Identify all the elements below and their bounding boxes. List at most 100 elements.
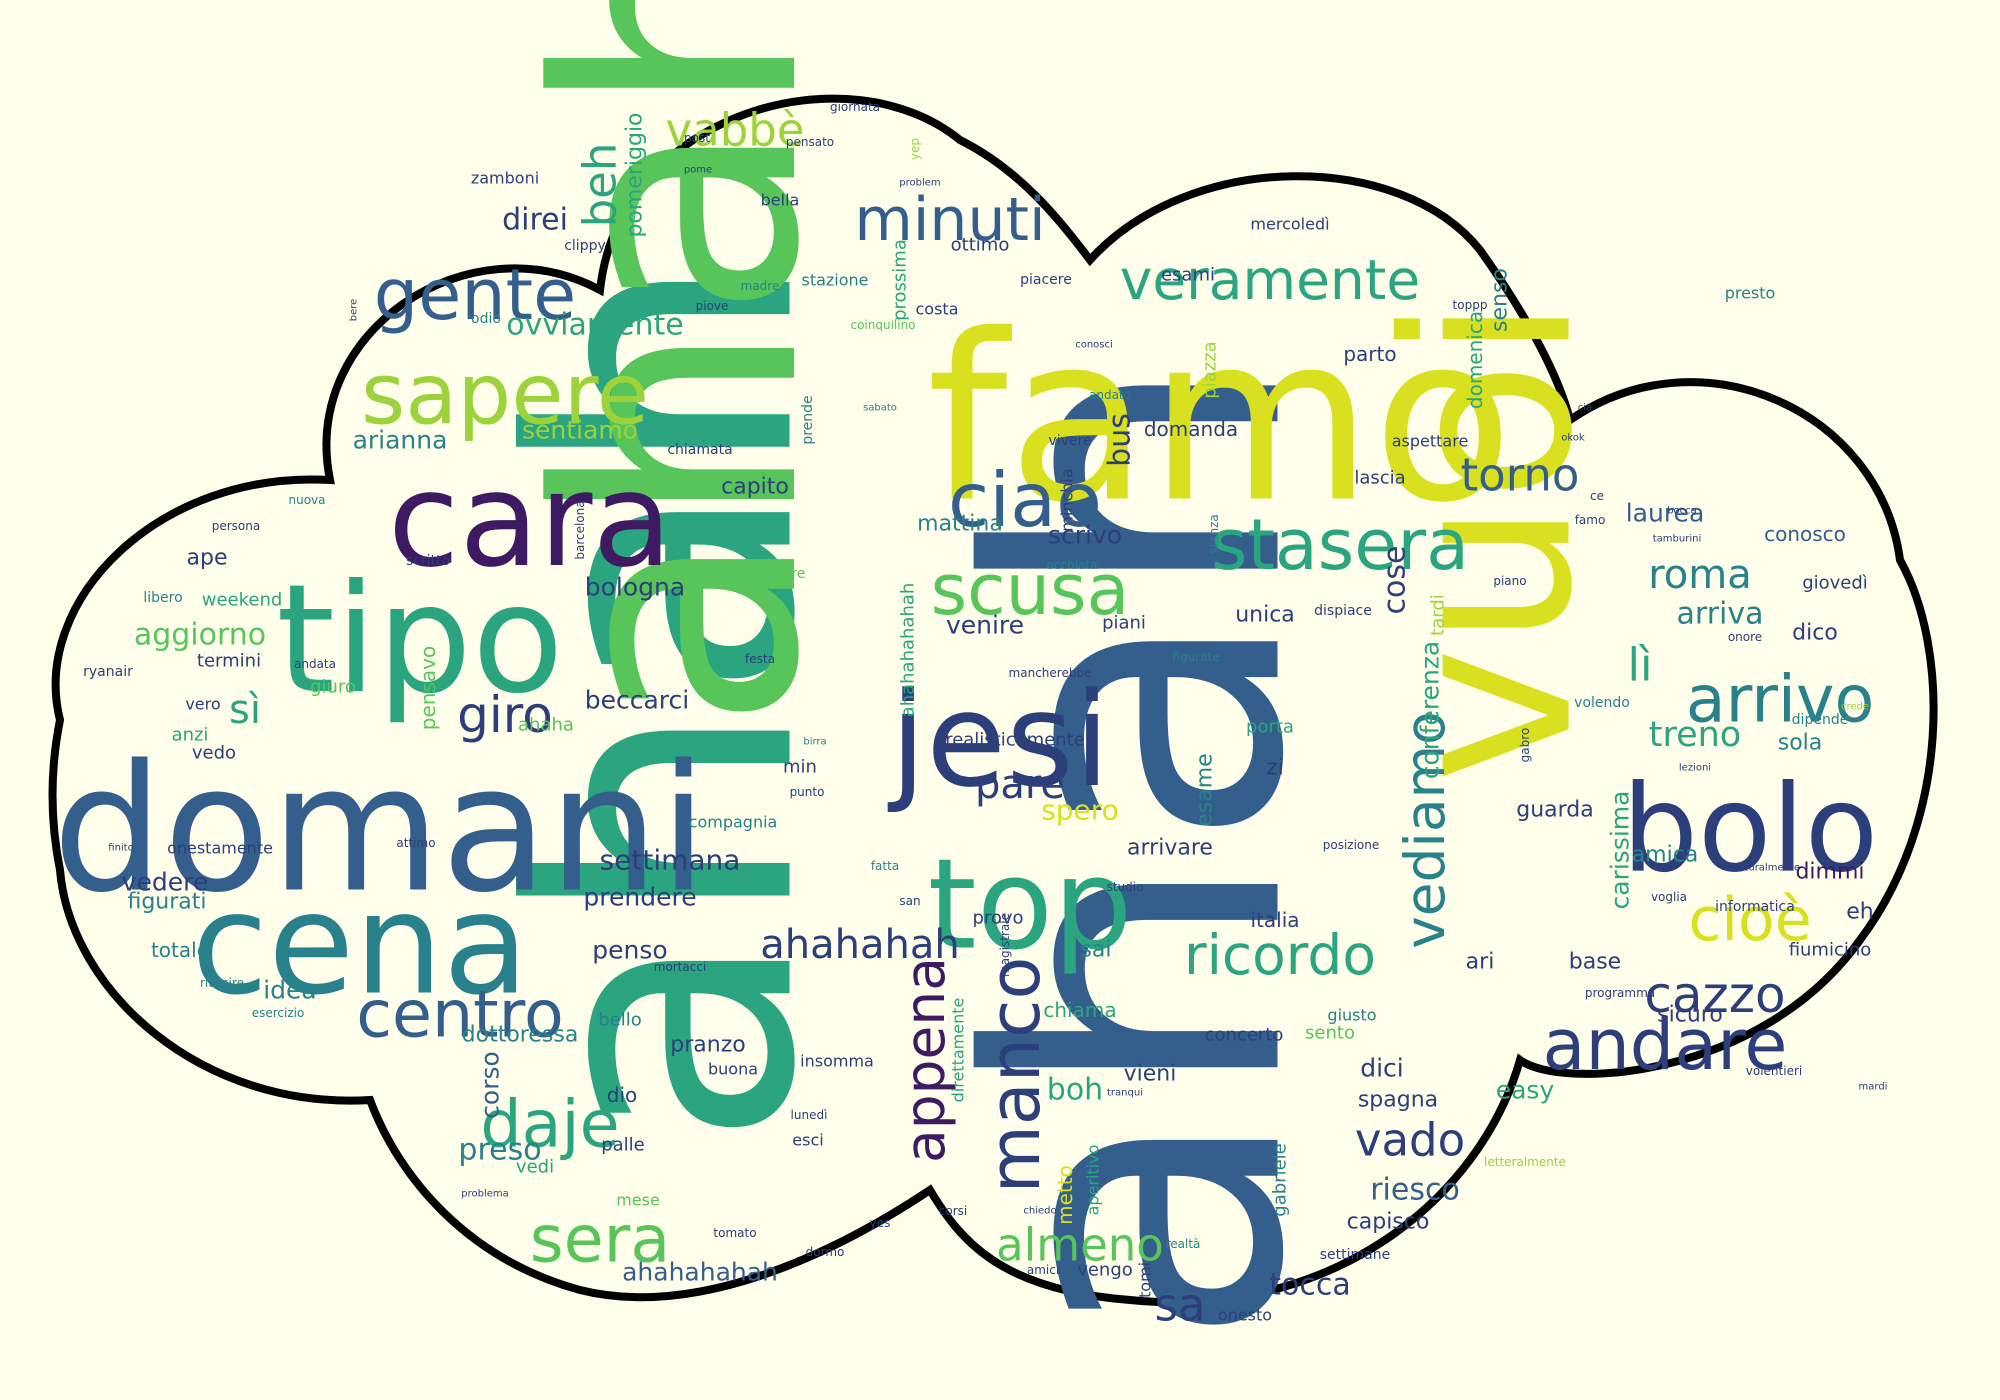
word: sento [1305, 1023, 1355, 1044]
word: ahahahahahah [898, 583, 919, 718]
word: dimmi [1795, 860, 1864, 885]
word: parto [1343, 342, 1396, 366]
word: sera [530, 1203, 670, 1278]
word: pome [684, 165, 712, 176]
word: mese [616, 1191, 660, 1210]
word: okok [1561, 433, 1585, 444]
word: ahah [908, 351, 1373, 1348]
word: almeno [996, 1219, 1164, 1272]
word: volentieri [1746, 1064, 1802, 1078]
word: palle [601, 1135, 645, 1156]
word: esci [792, 1131, 823, 1150]
word: ovviamente [506, 308, 684, 343]
word: tardi [1428, 594, 1449, 636]
word: mancherebbe [1009, 666, 1092, 680]
word: bella [761, 191, 800, 210]
word: nuova [288, 493, 325, 507]
word: passare [751, 566, 806, 582]
word: realisticamente [945, 730, 1085, 751]
word: tamburini [1653, 534, 1701, 545]
word: piano [1493, 574, 1526, 588]
word: ahaha [518, 715, 574, 736]
word: tomi [1136, 1262, 1155, 1298]
word: figurate [1172, 650, 1219, 664]
word: cazzo [1644, 966, 1785, 1024]
word: centro [356, 978, 563, 1053]
word: domenica [1463, 311, 1487, 409]
word: arrivo [1686, 663, 1874, 738]
word: totale [151, 938, 209, 962]
word: ape [187, 546, 228, 571]
word: yep [908, 138, 922, 160]
word: pomeriggio [623, 112, 648, 237]
word: sai [1080, 938, 1111, 963]
word: mattina [917, 512, 1003, 537]
word: penso [592, 936, 667, 965]
word: barcelona [573, 500, 587, 559]
word: piani [1102, 613, 1146, 634]
word: dispiace [1314, 603, 1372, 619]
word: esercizio [252, 1006, 305, 1020]
word: onesto [1218, 1306, 1272, 1325]
word: yes [870, 1216, 891, 1230]
word: vabbè [665, 104, 804, 157]
word: capito [721, 475, 789, 500]
word: senso [1488, 268, 1513, 332]
word: punto [790, 785, 825, 799]
word: torno [1461, 449, 1580, 502]
word: stazione [801, 271, 868, 290]
word: posizione [1323, 838, 1380, 852]
word: vediamo [1393, 711, 1457, 949]
word: lezioni [1679, 763, 1711, 774]
word: conosci [1075, 340, 1113, 351]
word: ahahahah [760, 922, 959, 968]
word: corsi [939, 1204, 967, 1218]
word: porta [1246, 717, 1294, 738]
word: piazza [1200, 341, 1221, 398]
word: odio [471, 311, 501, 327]
word: stanza [1207, 514, 1221, 554]
word: fiumicino [1789, 940, 1872, 961]
word: arrivare [1127, 836, 1213, 861]
word: mettо [1053, 1165, 1077, 1225]
word: costa [916, 300, 959, 319]
word: cia [1578, 403, 1592, 414]
word: minuti [854, 185, 1045, 255]
word: attimo [396, 836, 435, 850]
word: figurati [127, 890, 206, 915]
word: andare [1543, 1004, 1788, 1086]
word: vedo [192, 743, 236, 764]
word: bus [1103, 413, 1138, 467]
word: madre [741, 279, 780, 293]
word: concerto [1205, 1025, 1284, 1046]
cloud-shape [48, 94, 1938, 1307]
word: onore [1728, 630, 1762, 644]
word: scritto [406, 553, 450, 569]
word: scusa [931, 549, 1130, 631]
word: daje [480, 1088, 619, 1163]
word: sentiamo [522, 416, 638, 445]
word: capisco [1347, 1210, 1430, 1235]
word: vedi [516, 1157, 554, 1178]
word: ciao [948, 456, 1102, 544]
word: bere [349, 299, 360, 322]
word: lì [1627, 639, 1652, 692]
word: problem [899, 178, 940, 189]
word: dormo [806, 1245, 845, 1259]
word: amici [1027, 1263, 1059, 1277]
word: direi [502, 203, 568, 238]
word: sì [229, 687, 261, 733]
word: top [928, 833, 1133, 978]
word: ari [1466, 950, 1495, 975]
word: provo [972, 908, 1023, 929]
word: clippy [564, 238, 606, 254]
word: bocca [1667, 506, 1697, 517]
word: prende [800, 395, 816, 444]
word: unica [1235, 603, 1295, 628]
word: domanda [1144, 417, 1238, 441]
word: occhiata [1047, 558, 1098, 572]
word: prendere [583, 883, 696, 912]
word: beh [574, 143, 627, 228]
word: giornata [830, 100, 880, 114]
word: appena [893, 957, 957, 1163]
